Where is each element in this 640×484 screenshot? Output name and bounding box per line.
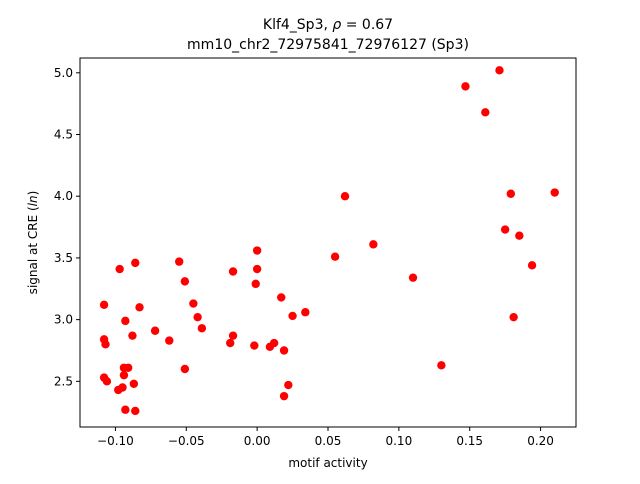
- data-point: [340, 192, 350, 201]
- data-point: [121, 405, 130, 414]
- data-point: [101, 340, 110, 349]
- data-point: [437, 361, 446, 370]
- x-tick-label: 0.20: [527, 434, 554, 448]
- data-point: [131, 258, 140, 268]
- y-axis-label-prefix: signal at CRE (: [26, 206, 40, 294]
- data-point: [284, 380, 293, 390]
- data-point: [481, 108, 490, 117]
- x-tick-label: 0.15: [456, 434, 483, 448]
- data-point: [115, 264, 124, 274]
- y-axis-label: signal at CRE (ln): [26, 191, 40, 295]
- data-point: [131, 406, 140, 416]
- data-point: [121, 316, 130, 326]
- x-axis-label: motif activity: [288, 456, 367, 470]
- data-point: [461, 82, 470, 91]
- data-point: [515, 231, 524, 240]
- data-point: [500, 225, 510, 234]
- data-point: [279, 391, 289, 401]
- x-tick-label: −0.05: [168, 434, 205, 448]
- y-axis-label-suffix: ): [26, 191, 40, 196]
- x-tick-label: −0.10: [97, 434, 134, 448]
- data-point: [180, 364, 190, 374]
- data-point: [509, 312, 518, 322]
- data-point: [527, 261, 537, 270]
- data-point: [288, 311, 297, 321]
- chart-title-line2: mm10_chr2_72975841_72976127 (Sp3): [187, 37, 469, 53]
- data-point: [128, 331, 137, 340]
- data-point: [123, 363, 133, 372]
- y-tick-label: 3.5: [54, 251, 73, 265]
- data-point: [118, 383, 127, 392]
- data-point: [550, 188, 559, 197]
- plot-frame: [79, 57, 577, 428]
- data-point: [180, 277, 190, 286]
- rho-value: = 0.67: [341, 17, 393, 33]
- data-point: [228, 331, 238, 340]
- rho-symbol: ρ: [332, 17, 341, 33]
- y-axis-label-italic: ln: [26, 195, 40, 206]
- data-point: [99, 300, 109, 310]
- data-point: [277, 293, 286, 302]
- axis-ticks: −0.10 −0.05 0.00 0.05 0.10 0.15 0.20 2.5 3.0 3.5 4…: [54, 66, 554, 448]
- y-tick-label: 5.0: [54, 66, 73, 80]
- y-tick-label: 4.5: [54, 128, 73, 142]
- data-point: [135, 303, 144, 312]
- data-point: [197, 324, 207, 333]
- y-tick-label: 3.0: [54, 313, 73, 327]
- data-point: [189, 299, 198, 308]
- data-point: [506, 189, 516, 198]
- data-point: [175, 257, 184, 266]
- y-tick-label: 2.5: [54, 374, 73, 388]
- data-point: [102, 377, 112, 386]
- data-point: [150, 326, 160, 335]
- data-point: [119, 370, 129, 380]
- data-point: [250, 341, 259, 350]
- chart-title-line1: Klf4_Sp3, ρ = 0.67: [263, 17, 393, 33]
- data-point: [495, 66, 504, 75]
- y-tick-label: 4.0: [54, 189, 73, 203]
- data-point: [226, 338, 235, 348]
- data-point: [279, 346, 289, 355]
- data-point: [252, 246, 262, 255]
- x-tick-label: 0.10: [385, 434, 412, 448]
- data-point: [369, 240, 378, 249]
- data-point: [330, 252, 340, 261]
- data-point: [129, 379, 139, 389]
- data-points: [99, 66, 559, 416]
- data-point: [408, 273, 418, 282]
- data-point: [251, 279, 260, 289]
- data-point: [165, 336, 174, 345]
- data-point: [252, 264, 262, 274]
- data-point: [301, 308, 310, 317]
- data-point: [228, 267, 238, 276]
- x-tick-label: 0.05: [315, 434, 342, 448]
- data-point: [193, 312, 202, 322]
- chart-title-text: Klf4_Sp3,: [263, 17, 333, 33]
- data-point: [269, 338, 279, 348]
- x-tick-label: 0.00: [244, 434, 271, 448]
